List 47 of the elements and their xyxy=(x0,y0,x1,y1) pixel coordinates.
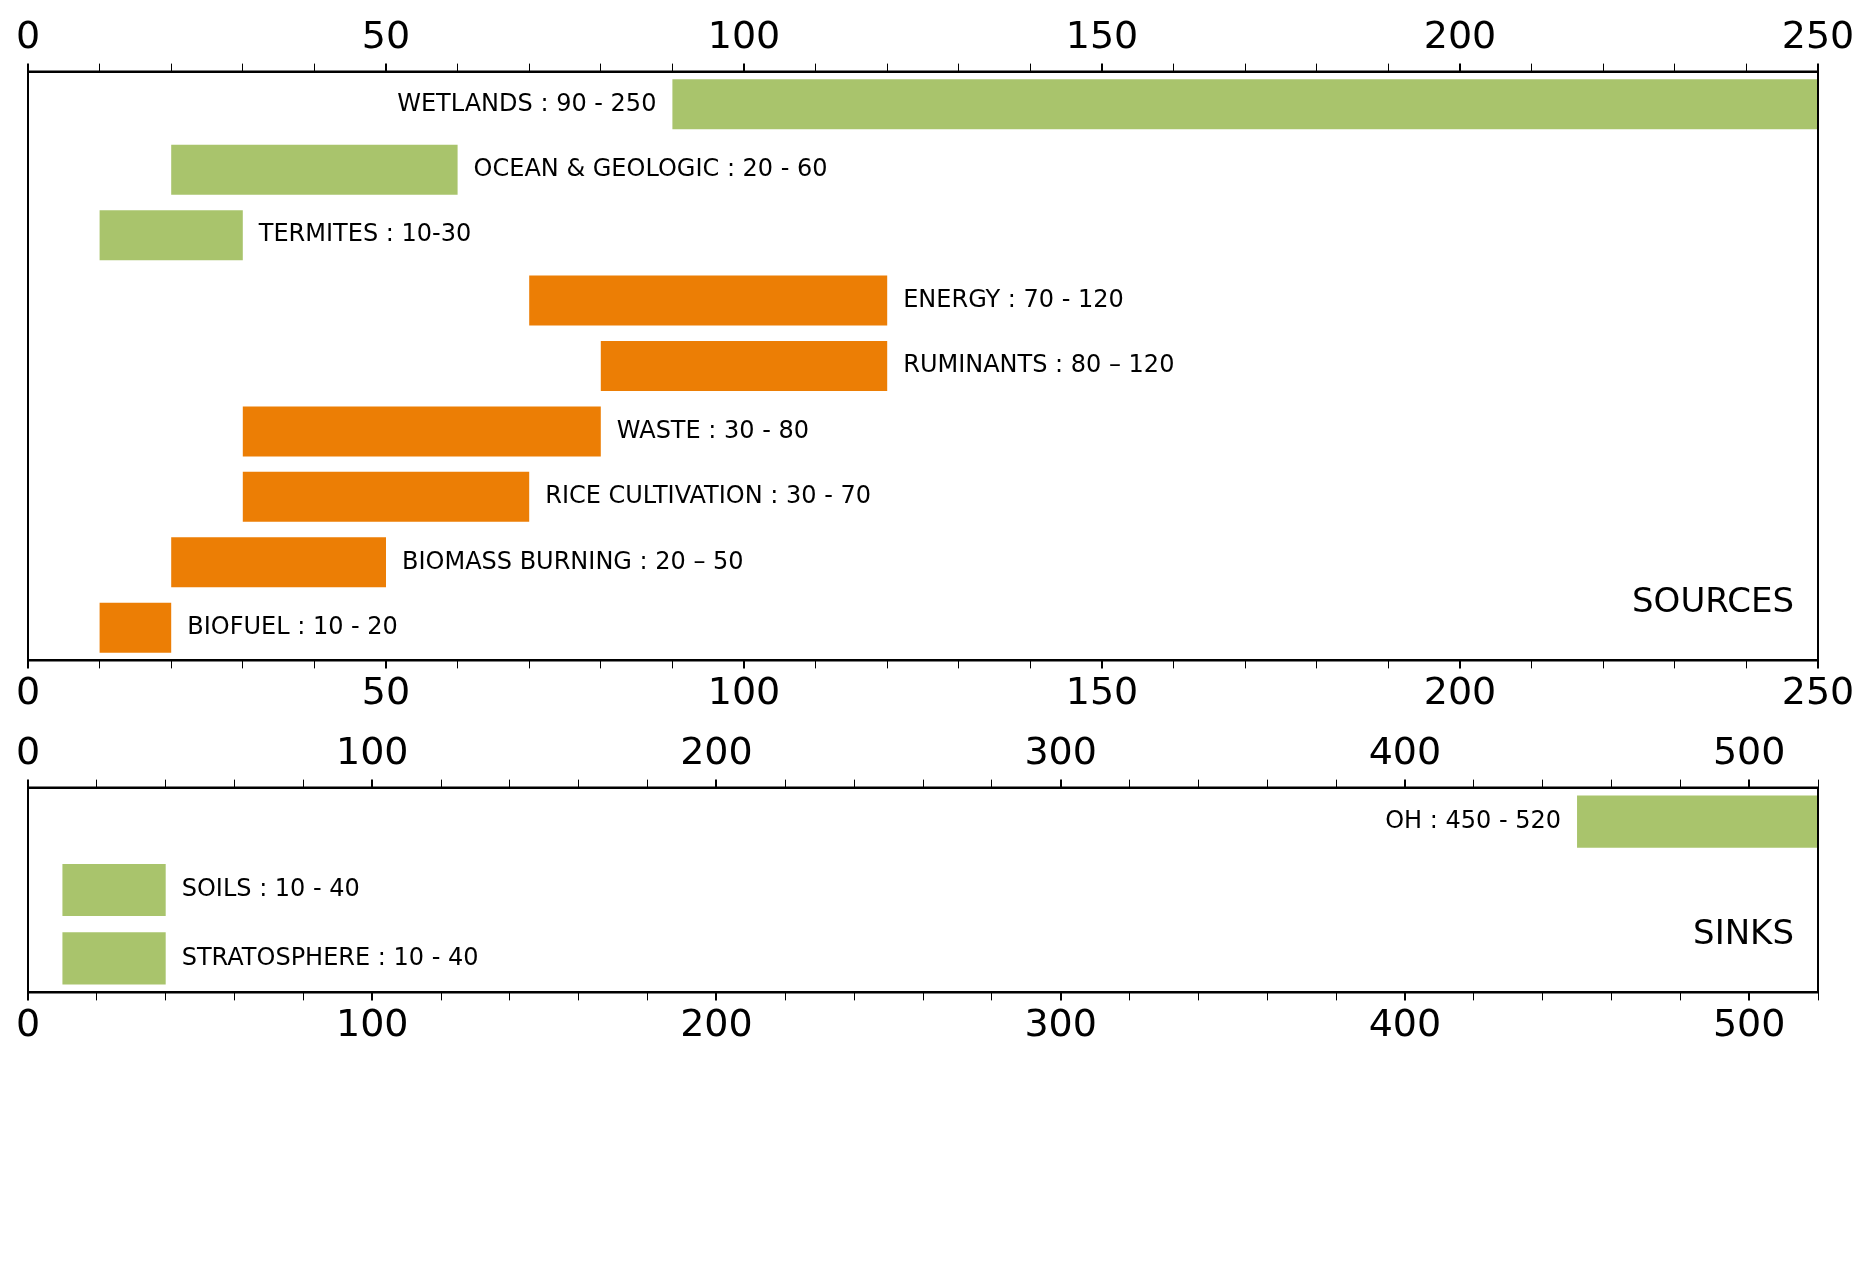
data-label: RICE CULTIVATION : 30 - 70 xyxy=(545,481,871,510)
data-label: WETLANDS : 90 - 250 xyxy=(397,88,657,117)
data-label: OCEAN & GEOLOGIC : 20 - 60 xyxy=(473,153,828,182)
annotation: SOURCES xyxy=(1632,580,1794,621)
x-tick-label: 150 xyxy=(1065,669,1139,714)
bar xyxy=(242,471,530,522)
x2-tick-label: 0 xyxy=(15,12,41,57)
x-tick-label: 250 xyxy=(1781,669,1855,714)
x2-tick-label: 400 xyxy=(1368,728,1442,773)
x-tick-label: 200 xyxy=(680,1001,753,1046)
data-label: RUMINANTS : 80 – 120 xyxy=(903,350,1175,379)
data-label: OH : 450 - 520 xyxy=(1385,805,1562,834)
x2-tick-label: 500 xyxy=(1712,728,1786,773)
bar xyxy=(99,210,243,261)
data-label: STRATOSPHERE : 10 - 40 xyxy=(181,942,479,971)
bar xyxy=(171,537,386,588)
data-label: TERMITES : 10-30 xyxy=(257,219,472,248)
data-label: BIOFUEL : 10 - 20 xyxy=(187,611,398,640)
x2-tick-label: 200 xyxy=(680,728,753,773)
x-tick-label: 300 xyxy=(1024,1001,1097,1046)
x2-tick-label: 300 xyxy=(1024,728,1097,773)
x2-tick-label: 50 xyxy=(361,12,411,57)
x-tick-label: 500 xyxy=(1712,1001,1786,1046)
x-tick-label: 100 xyxy=(335,1001,409,1046)
x2-tick-label: 0 xyxy=(15,728,41,773)
x-tick-label: 0 xyxy=(15,669,41,714)
data-label: ENERGY : 70 - 120 xyxy=(903,284,1124,313)
data-label: BIOMASS BURNING : 20 – 50 xyxy=(402,546,744,575)
x-tick-label: 0 xyxy=(15,1001,41,1046)
bar xyxy=(672,79,1818,130)
data-label: WASTE : 30 - 80 xyxy=(616,415,810,444)
x2-tick-label: 200 xyxy=(1423,12,1497,57)
x-tick-label: 100 xyxy=(707,669,781,714)
x2-tick-label: 100 xyxy=(335,728,409,773)
annotation: SINKS xyxy=(1693,912,1794,953)
bar xyxy=(529,275,888,326)
data-label: SOILS : 10 - 40 xyxy=(181,874,360,903)
bar xyxy=(242,406,601,457)
x2-tick-label: 250 xyxy=(1781,12,1855,57)
bar xyxy=(99,602,172,653)
x2-tick-label: 150 xyxy=(1065,12,1139,57)
x-tick-label: 200 xyxy=(1423,669,1497,714)
x2-tick-label: 100 xyxy=(707,12,781,57)
bar xyxy=(600,340,888,392)
x-tick-label: 50 xyxy=(361,669,411,714)
bar xyxy=(171,144,458,195)
x-tick-label: 400 xyxy=(1368,1001,1442,1046)
